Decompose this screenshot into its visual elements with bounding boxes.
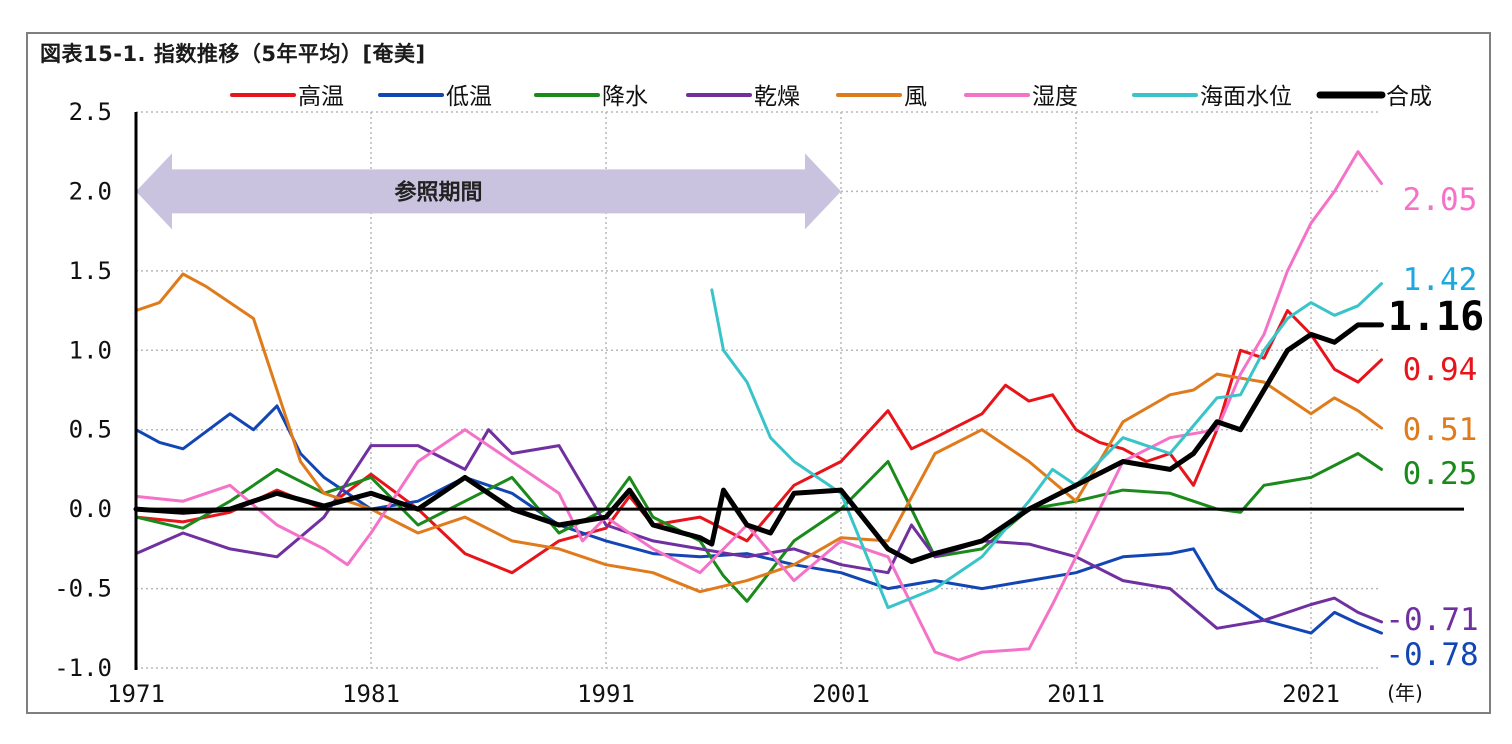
y-tick-label: -1.0 — [54, 654, 112, 682]
series-line-湿度 — [134, 150, 1383, 662]
x-tick-label: 2001 — [812, 680, 870, 708]
x-tick-label: 2011 — [1047, 680, 1105, 708]
y-tick-label: 0.0 — [69, 495, 112, 523]
legend-label: 高温 — [298, 84, 344, 110]
legend: 高温 低温 降水 乾燥 風 湿度 海面水位 合成 — [230, 84, 1432, 110]
reference-period-arrow — [136, 153, 841, 230]
series-line-乾燥 — [134, 428, 1383, 630]
reference-period-label: 参照期間 — [394, 179, 482, 205]
x-tick-label: 1971 — [107, 680, 165, 708]
legend-label: 風 — [904, 84, 927, 110]
y-tick-label: 1.5 — [69, 257, 112, 285]
x-tick-label: 1981 — [342, 680, 400, 708]
end-label-低温: -0.78 — [1385, 637, 1478, 673]
legend-label: 合成 — [1386, 84, 1432, 110]
end-labels: 0.94 -0.78 0.25 -0.71 0.51 2.05 1.421.16 — [1385, 182, 1484, 673]
chart-title: 図表15-1. 指数推移（5年平均）[奄美] — [40, 42, 426, 66]
x-tick-label: 1991 — [577, 680, 635, 708]
y-tick-label: 2.5 — [69, 98, 112, 126]
end-label-高温: 0.94 — [1403, 352, 1478, 388]
end-label-乾燥: -0.71 — [1385, 602, 1478, 638]
legend-label: 乾燥 — [754, 84, 800, 110]
series-line-高温 — [134, 309, 1383, 575]
series-line-海面水位 — [710, 282, 1383, 610]
end-label-海面水位: 1.42 — [1403, 262, 1478, 298]
end-label-合成: 1.16 — [1388, 294, 1484, 340]
end-label-湿度: 2.05 — [1403, 182, 1478, 218]
y-tick-label: 2.0 — [69, 177, 112, 205]
legend-label: 湿度 — [1032, 84, 1078, 110]
end-label-風: 0.51 — [1403, 412, 1478, 448]
y-tick-label: 1.0 — [69, 336, 112, 364]
x-unit-label: (年) — [1387, 681, 1423, 705]
series-layer — [133, 150, 1384, 662]
y-tick-label: 0.5 — [69, 416, 112, 444]
y-tick-label: -0.5 — [54, 575, 112, 603]
series-line-低温 — [134, 404, 1383, 635]
series-line-風 — [134, 272, 1383, 594]
legend-label: 低温 — [446, 84, 492, 110]
legend-label: 海面水位 — [1200, 84, 1292, 110]
x-tick-label: 2021 — [1282, 680, 1340, 708]
reference-period: 参照期間 — [136, 153, 841, 230]
legend-label: 降水 — [602, 84, 648, 110]
end-label-降水: 0.25 — [1403, 456, 1478, 492]
